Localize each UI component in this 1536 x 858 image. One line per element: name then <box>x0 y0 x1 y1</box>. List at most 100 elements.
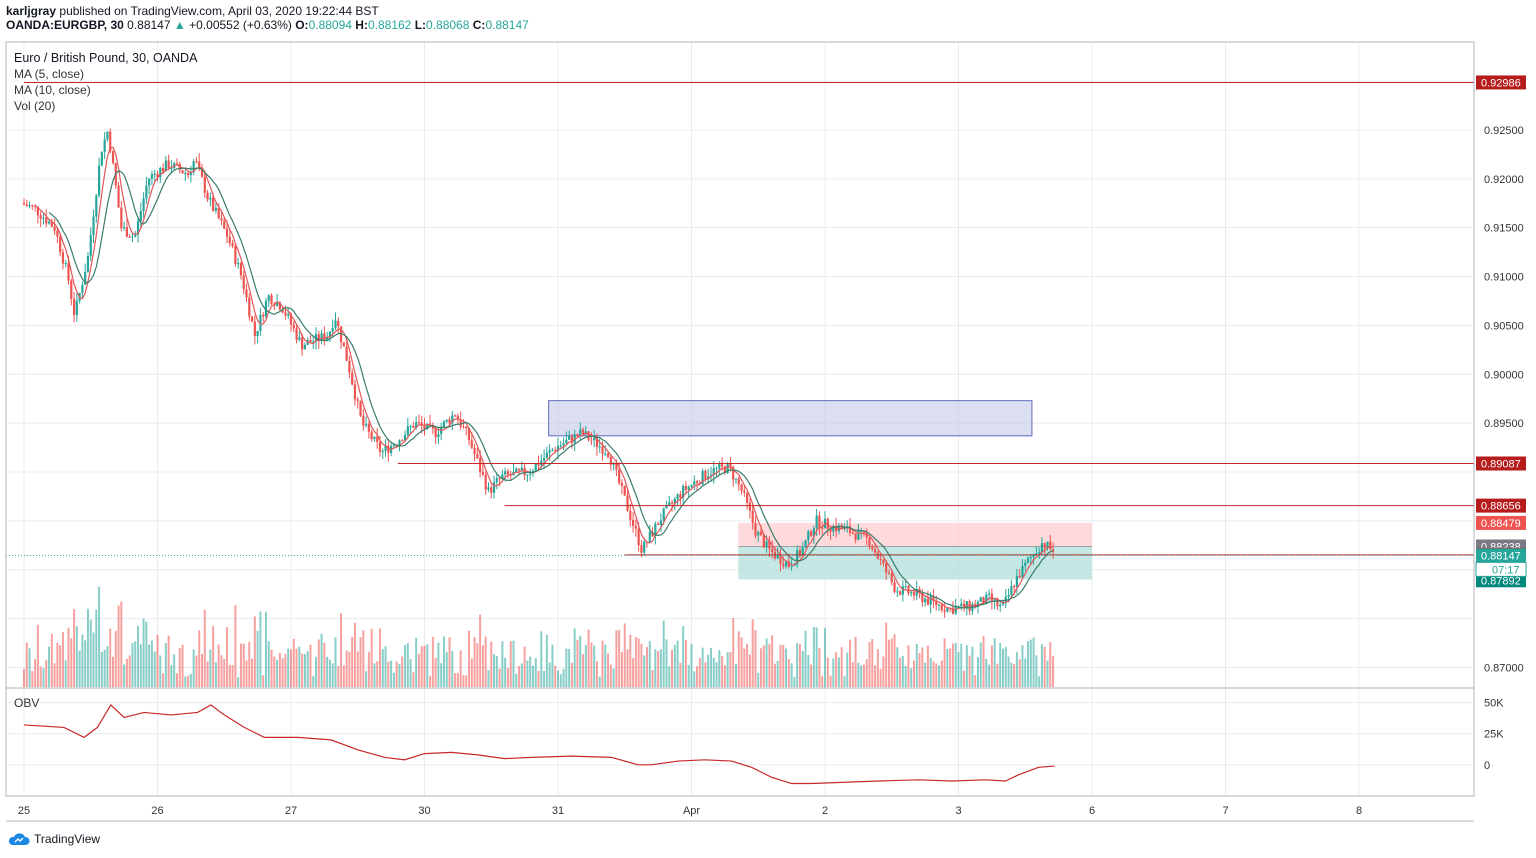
candle-body <box>554 449 557 451</box>
volume-bar <box>721 655 724 687</box>
legend-ma10[interactable]: MA (10, close) <box>14 83 91 97</box>
candle-body <box>170 168 173 170</box>
volume-bar <box>918 653 921 687</box>
volume-bar <box>565 648 568 687</box>
candle-body <box>726 462 729 474</box>
volume-bar <box>86 608 89 687</box>
candle-body <box>818 515 821 528</box>
volume-bar <box>926 645 929 687</box>
candle-body <box>186 173 190 176</box>
candle-body <box>1026 558 1030 563</box>
volume-bar <box>1021 645 1024 687</box>
candle-body <box>815 515 818 529</box>
candle-body <box>161 167 165 172</box>
published-text: published on TradingView.com, April 03, … <box>59 4 379 18</box>
obv-line <box>23 704 1055 785</box>
volume-bar <box>145 621 148 687</box>
volume-bar <box>874 665 877 687</box>
volume-bar <box>668 666 671 687</box>
volume-bar <box>390 660 393 687</box>
candle-body <box>220 218 223 221</box>
volume-bar <box>501 641 504 687</box>
volume-bar <box>217 644 220 687</box>
volume-bar <box>773 663 776 687</box>
candle-body <box>559 445 562 447</box>
volume-bar <box>526 660 529 687</box>
price-tick-label: 0.91500 <box>1484 223 1524 235</box>
volume-bar <box>657 650 660 687</box>
volume-bar <box>854 636 857 687</box>
volume-bar <box>1004 646 1007 687</box>
candle-body <box>935 600 938 606</box>
volume-bar <box>395 661 398 687</box>
volume-bar <box>337 665 340 687</box>
candle-body <box>720 464 724 467</box>
volume-bar <box>451 650 454 687</box>
volume-bar <box>785 648 788 687</box>
obv-label[interactable]: OBV <box>14 696 40 710</box>
volume-bar <box>479 614 482 687</box>
volume-bar <box>362 630 365 687</box>
candle-body <box>334 320 337 328</box>
volume-bar <box>1046 660 1049 687</box>
volume-bar <box>117 605 120 687</box>
volume-bar <box>796 643 799 687</box>
volume-bar <box>206 661 209 687</box>
volume-bar <box>696 666 699 687</box>
author-name[interactable]: karljgray <box>6 4 57 18</box>
candle-body <box>1040 543 1044 553</box>
volume-bar <box>623 623 626 687</box>
volume-bar <box>887 639 890 687</box>
candle-body <box>743 490 746 493</box>
legend-ma5[interactable]: MA (5, close) <box>14 67 85 81</box>
footer-brand[interactable]: TradingView <box>8 832 100 846</box>
candle-body <box>70 280 73 299</box>
volume-bar <box>957 652 960 687</box>
price-tick-label: 0.92000 <box>1484 174 1524 186</box>
volume-bar <box>735 663 737 687</box>
candle-body <box>1029 557 1032 559</box>
candle-body <box>798 550 802 556</box>
candle-body <box>28 205 31 207</box>
candle-body <box>921 592 924 603</box>
volume-bar <box>148 644 151 687</box>
candle-body <box>248 297 251 317</box>
volume-bar <box>974 675 977 687</box>
volume-bar <box>25 642 28 687</box>
volume-bar <box>356 651 359 687</box>
volume-bar <box>298 646 301 687</box>
candle-body <box>590 439 593 441</box>
volume-bar <box>50 633 53 687</box>
volume-bar <box>481 645 484 687</box>
candle-body <box>676 494 679 499</box>
volume-bar <box>637 638 640 687</box>
volume-bar <box>498 668 501 687</box>
candle-body <box>851 532 854 534</box>
legend-vol[interactable]: Vol (20) <box>14 99 56 113</box>
volume-bar <box>559 674 562 687</box>
volume-bar <box>1038 676 1041 687</box>
volume-bar <box>440 663 443 687</box>
candle-body <box>746 492 749 503</box>
candle-body <box>551 449 554 451</box>
volume-bar <box>776 660 779 687</box>
price-tick-label: 0.92500 <box>1484 125 1524 137</box>
candle-body <box>462 426 465 428</box>
volume-bar <box>1027 641 1030 687</box>
candle-body <box>409 425 412 427</box>
candle-body <box>754 523 757 536</box>
volume-bar <box>595 661 598 687</box>
candle-body <box>684 485 688 490</box>
symbol-label: OANDA:EURGBP, 30 <box>6 18 124 32</box>
candle-body <box>976 601 980 607</box>
volume-bar <box>487 669 490 687</box>
volume-bar <box>890 638 893 687</box>
candle-body <box>910 592 913 594</box>
candle-body <box>401 440 404 442</box>
volume-bar <box>351 636 354 687</box>
candle-body <box>556 445 560 451</box>
candle-body <box>309 340 312 343</box>
candle-body <box>929 596 932 605</box>
candle-body <box>278 302 281 310</box>
